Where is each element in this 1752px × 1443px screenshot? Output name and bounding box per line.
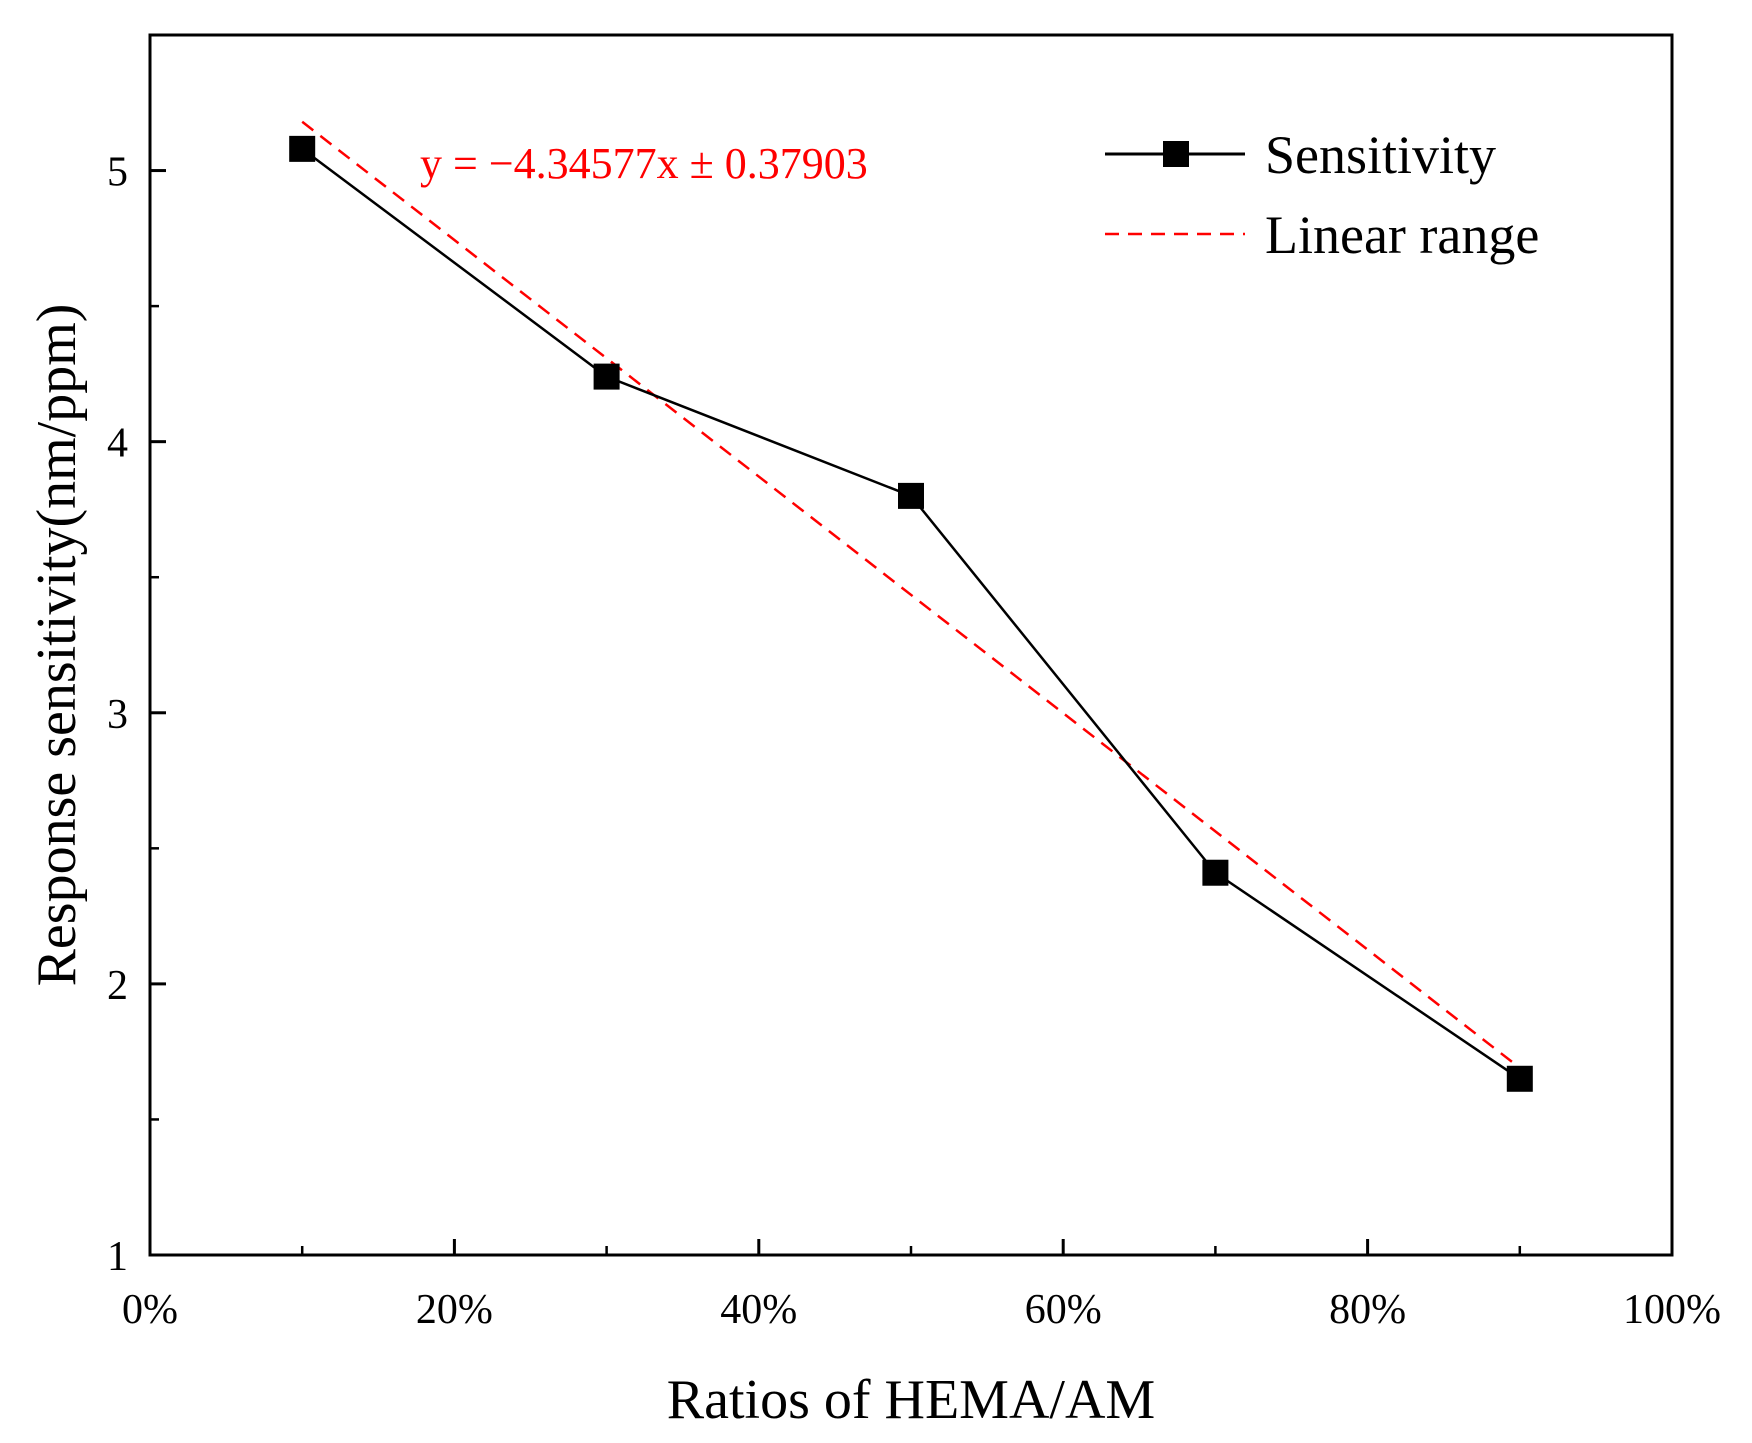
sensitivity-point <box>593 363 620 390</box>
x-axis-ticks: 0% 20% 40% 60% 80% 100% <box>122 1239 1721 1333</box>
legend-linear-label: Linear range <box>1265 205 1539 265</box>
series-layer <box>289 120 1533 1092</box>
y-tick-label: 3 <box>107 692 128 738</box>
sensitivity-point <box>1202 859 1229 886</box>
y-axis-title: Response sensitivity(nm/ppm) <box>26 304 88 987</box>
legend: Sensitivity Linear range <box>1105 125 1539 265</box>
y-tick-label: 2 <box>107 963 128 1009</box>
legend-sensitivity-marker <box>1163 141 1189 167</box>
x-tick-label: 60% <box>1025 1287 1102 1333</box>
fit-equation-annotation: y = −4.34577x ± 0.37903 <box>420 139 868 188</box>
x-tick-label: 0% <box>122 1287 178 1333</box>
y-tick-label: 1 <box>107 1234 128 1280</box>
sensitivity-line <box>301 147 1521 1080</box>
sensitivity-point <box>289 135 316 162</box>
y-tick-label: 4 <box>107 421 128 467</box>
x-tick-label: 80% <box>1329 1287 1406 1333</box>
y-axis-ticks: 1 2 3 4 5 <box>107 150 166 1280</box>
x-tick-label: 100% <box>1623 1287 1721 1333</box>
x-tick-label: 40% <box>720 1287 797 1333</box>
y-tick-label: 5 <box>107 150 128 196</box>
linear-range-line <box>301 120 1521 1069</box>
x-axis-title: Ratios of HEMA/AM <box>667 1369 1155 1431</box>
sensitivity-point <box>898 482 924 509</box>
legend-sensitivity-label: Sensitivity <box>1265 125 1496 185</box>
x-tick-label: 20% <box>416 1287 493 1333</box>
sensitivity-point <box>1506 1065 1533 1092</box>
